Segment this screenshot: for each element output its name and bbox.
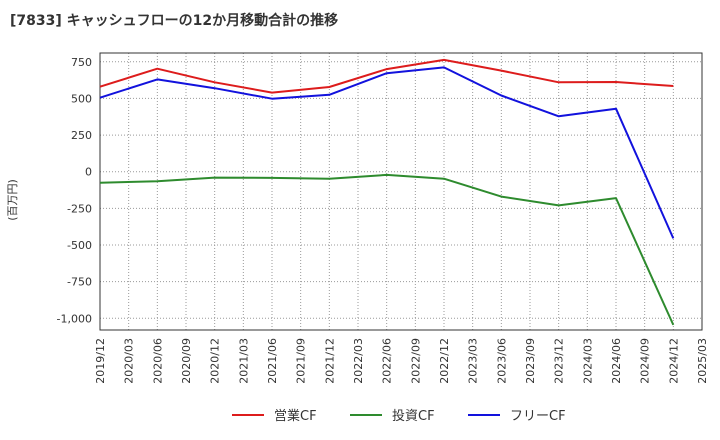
y-tick-label: -1,000: [57, 312, 92, 325]
x-tick-label: 2021/06: [266, 338, 279, 384]
x-tick-label: 2024/12: [667, 338, 680, 384]
x-tick-label: 2025/03: [696, 338, 709, 384]
x-tick-label: 2020/03: [123, 338, 136, 384]
x-tick-label: 2023/12: [553, 338, 566, 384]
x-tick-label: 2021/12: [323, 338, 336, 384]
plot-border: [99, 52, 703, 331]
y-tick-label: 500: [71, 92, 92, 105]
chart-title: [7833] キャッシュフローの12か月移動合計の推移: [10, 13, 339, 29]
x-tick-label: 2022/06: [381, 338, 394, 384]
x-tick-label: 2024/06: [610, 338, 623, 384]
x-tick-label: 2022/09: [409, 338, 422, 384]
y-tick-label: -250: [67, 202, 92, 215]
legend-label: フリーCF: [510, 409, 566, 424]
y-tick-label: 0: [85, 166, 92, 179]
y-tick-label: 250: [71, 129, 92, 142]
series-line-投資CF: [99, 173, 675, 326]
x-tick-label: 2023/03: [467, 338, 480, 384]
y-axis-label: (百万円): [6, 179, 19, 221]
legend-label: 投資CF: [392, 408, 435, 424]
y-tick-label: 750: [71, 56, 92, 69]
x-tick-label: 2022/12: [438, 338, 451, 384]
plot-area: [100, 53, 702, 330]
x-tick-label: 2021/03: [237, 338, 250, 384]
series-line-フリーCF: [99, 66, 675, 239]
x-tick-label: 2020/06: [151, 338, 164, 384]
x-tick-label: 2023/06: [495, 338, 508, 384]
y-tick-label: -500: [67, 239, 92, 252]
x-tick-label: 2020/09: [180, 338, 193, 384]
x-tick-label: 2022/03: [352, 338, 365, 384]
x-tick-label: 2023/09: [524, 338, 537, 384]
y-tick-label: -750: [67, 276, 92, 289]
x-tick-label: 2019/12: [94, 338, 107, 384]
legend-label: 営業CF: [274, 408, 317, 424]
x-tick-label: 2020/12: [209, 338, 222, 384]
series-line-営業CF: [99, 58, 674, 94]
x-tick-label: 2021/09: [295, 338, 308, 384]
x-tick-label: 2024/09: [639, 338, 652, 384]
x-tick-label: 2024/03: [581, 338, 594, 384]
